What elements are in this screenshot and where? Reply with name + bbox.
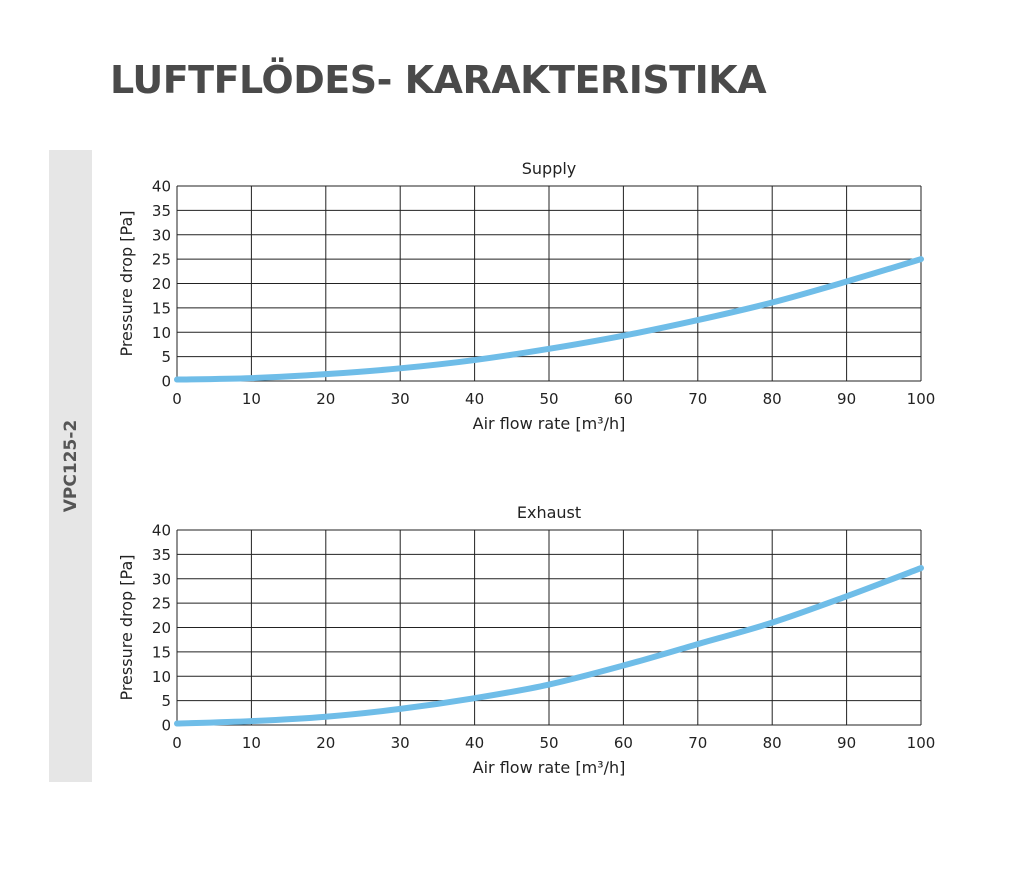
page-title: LUFTFLÖDES- KARAKTERISTIKA [110,58,767,102]
exhaust-x-axis-label: Air flow rate [m³/h] [473,758,626,777]
exhaust-x-tick-label: 80 [763,734,782,752]
supply-x-tick-label: 40 [465,390,484,408]
supply-x-tick-label: 90 [837,390,856,408]
supply-y-tick-label: 15 [152,299,171,317]
supply-y-tick-label: 5 [161,348,171,366]
exhaust-y-tick-label: 5 [161,692,171,710]
supply-x-tick-label: 50 [539,390,558,408]
exhaust-x-tick-label: 70 [688,734,707,752]
exhaust-y-tick-label: 35 [152,546,171,564]
supply-x-tick-label: 0 [172,390,182,408]
supply-y-tick-label: 35 [152,202,171,220]
exhaust-chart-title: Exhaust [517,503,581,522]
exhaust-pressure-curve [174,565,924,727]
supply-x-tick-label: 80 [763,390,782,408]
exhaust-y-tick-label: 0 [161,717,171,735]
supply-y-tick-label: 20 [152,275,171,293]
exhaust-x-tick-label: 0 [172,734,182,752]
supply-y-tick-label: 25 [152,251,171,269]
supply-chart-group: 0 10 20 30 40 50 60 70 80 90 100 0 5 10 15 20 25 30 35 40 Su… [117,159,935,433]
exhaust-x-tick-label: 40 [465,734,484,752]
exhaust-x-tick-label: 10 [242,734,261,752]
supply-x-tick-label: 60 [614,390,633,408]
exhaust-x-tick-label: 90 [837,734,856,752]
exhaust-y-tick-label: 40 [152,522,171,540]
supply-x-tick-label: 10 [242,390,261,408]
exhaust-y-tick-label: 20 [152,619,171,637]
supply-pressure-curve [174,256,924,383]
exhaust-y-tick-label: 15 [152,643,171,661]
exhaust-x-tick-label: 20 [316,734,335,752]
exhaust-x-tick-label: 50 [539,734,558,752]
exhaust-y-tick-label: 25 [152,595,171,613]
supply-y-tick-label: 10 [152,324,171,342]
exhaust-x-tick-label: 100 [907,734,936,752]
exhaust-y-axis-label: Pressure drop [Pa] [117,554,136,700]
supply-x-tick-label: 100 [907,390,936,408]
supply-y-tick-label: 0 [161,373,171,391]
supply-x-tick-label: 20 [316,390,335,408]
supply-y-tick-label: 40 [152,178,171,196]
exhaust-x-tick-label: 30 [391,734,410,752]
exhaust-y-tick-label: 10 [152,668,171,686]
exhaust-x-tick-label: 60 [614,734,633,752]
exhaust-y-tick-label: 30 [152,570,171,588]
supply-x-tick-label: 70 [688,390,707,408]
supply-y-tick-label: 30 [152,226,171,244]
supply-x-tick-label: 30 [391,390,410,408]
model-side-band: VPC125-2 [49,150,92,782]
exhaust-chart-group: 0 10 20 30 40 50 60 70 80 90 100 0 5 10 15 20 25 30 35 40 Ex… [117,503,935,777]
supply-chart-title: Supply [522,159,577,178]
supply-x-axis-label: Air flow rate [m³/h] [473,414,626,433]
supply-y-axis-label: Pressure drop [Pa] [117,210,136,356]
